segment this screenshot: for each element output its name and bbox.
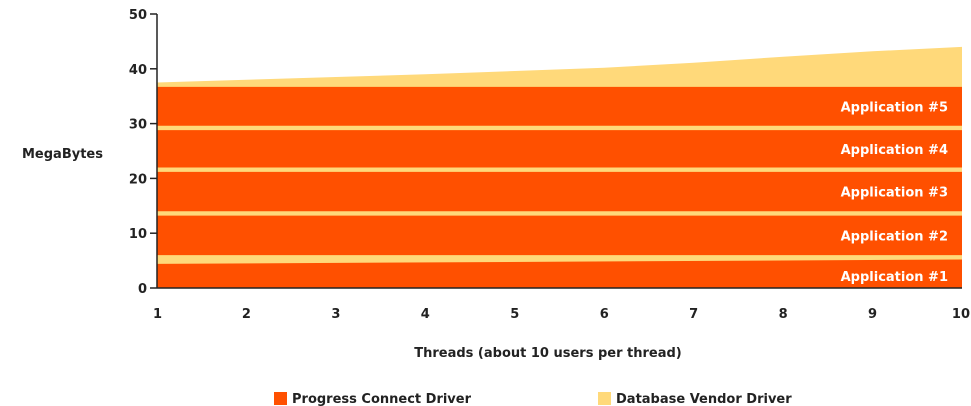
- x-axis-label: Threads (about 10 users per thread): [414, 346, 682, 361]
- y-tick-label: 10: [129, 227, 147, 242]
- x-tick-label: 4: [421, 307, 430, 322]
- x-tick-label: 9: [868, 307, 877, 322]
- application-label-1: Application #1: [841, 270, 948, 285]
- application-label-2: Application #2: [841, 229, 948, 244]
- application-label-4: Application #4: [841, 143, 948, 158]
- tick-labels: 0 10 20 30 40 50 1 2 3 4 5 6 7 8 9 10: [129, 8, 970, 322]
- application-label-5: Application #5: [841, 100, 948, 115]
- y-axis-label: MegaBytes: [22, 147, 103, 162]
- y-tick-label: 0: [138, 282, 147, 297]
- y-tick-label: 30: [129, 118, 147, 133]
- x-tick-label: 10: [952, 307, 970, 322]
- y-tick-label: 40: [129, 63, 147, 78]
- x-tick-label: 5: [510, 307, 519, 322]
- application-labels: Application #1 Application #2 Application …: [841, 100, 948, 285]
- x-tick-label: 2: [242, 307, 251, 322]
- legend-label-vendor: Database Vendor Driver: [616, 392, 792, 406]
- y-tick-label: 20: [129, 172, 147, 187]
- separator-band-3: [157, 167, 962, 172]
- x-tick-label: 3: [331, 307, 340, 322]
- x-tick-label: 6: [600, 307, 609, 322]
- area-progress-connect-driver: [157, 86, 962, 288]
- legend-label-progress: Progress Connect Driver: [292, 392, 472, 406]
- separator-band-2: [157, 211, 962, 216]
- legend-swatch-progress: [274, 392, 287, 405]
- x-tick-label: 7: [689, 307, 698, 322]
- separator-band-4: [157, 125, 962, 131]
- separator-band-1: [157, 255, 962, 264]
- area-layer: [157, 46, 962, 288]
- legend: Progress Connect Driver Database Vendor …: [274, 392, 792, 406]
- application-label-3: Application #3: [841, 186, 948, 201]
- x-tick-label: 8: [779, 307, 788, 322]
- y-tick-label: 50: [129, 8, 147, 23]
- legend-swatch-vendor: [598, 392, 611, 405]
- x-tick-label: 1: [153, 307, 162, 322]
- axes: [150, 13, 962, 289]
